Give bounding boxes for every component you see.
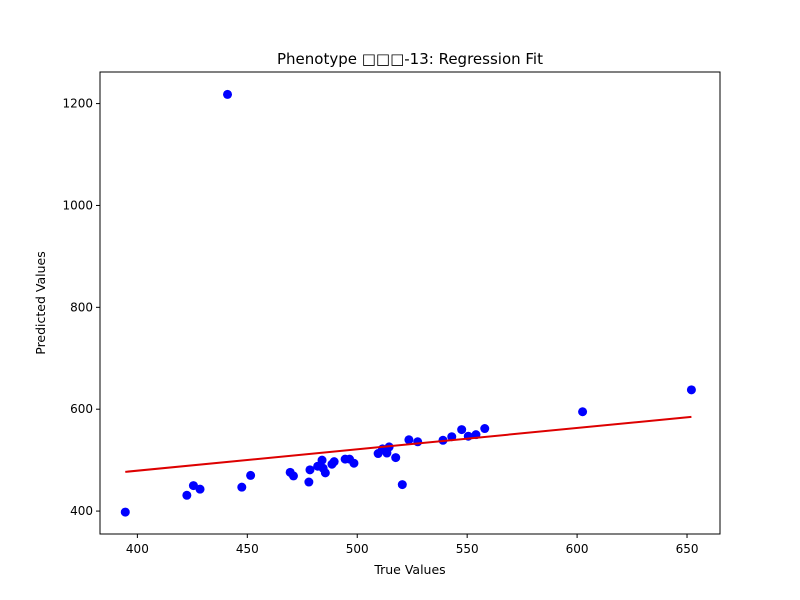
data-point bbox=[305, 465, 315, 475]
chart-title: Phenotype □□□-13: Regression Fit bbox=[277, 50, 543, 68]
data-point bbox=[457, 425, 467, 435]
data-point bbox=[391, 453, 401, 463]
x-tick-label: 650 bbox=[676, 542, 699, 556]
x-axis-ticks: 400 450 500 550 600 650 bbox=[126, 534, 699, 556]
y-axis-label: Predicted Values bbox=[33, 251, 48, 355]
x-tick-label: 550 bbox=[456, 542, 479, 556]
data-point bbox=[120, 507, 130, 517]
data-point bbox=[288, 471, 298, 481]
y-axis-ticks: 400 600 800 1000 1200 bbox=[62, 97, 100, 518]
x-tick-label: 500 bbox=[346, 542, 369, 556]
data-point bbox=[317, 455, 327, 465]
y-tick-label: 1000 bbox=[62, 198, 93, 212]
data-point bbox=[237, 482, 247, 492]
regression-fit-line bbox=[125, 415, 692, 473]
y-tick-label: 400 bbox=[70, 504, 93, 518]
y-tick-label: 800 bbox=[70, 300, 93, 314]
plot-area bbox=[120, 89, 696, 517]
x-axis-label: True Values bbox=[373, 562, 445, 577]
data-point bbox=[182, 490, 192, 500]
x-tick-label: 450 bbox=[236, 542, 259, 556]
x-tick-label: 400 bbox=[126, 542, 149, 556]
data-point bbox=[304, 477, 314, 487]
data-point bbox=[223, 89, 233, 99]
data-point bbox=[578, 407, 588, 417]
x-tick-label: 600 bbox=[566, 542, 589, 556]
y-tick-label: 1200 bbox=[62, 97, 93, 111]
data-point bbox=[349, 458, 359, 468]
data-point bbox=[413, 437, 423, 447]
data-point bbox=[480, 424, 490, 434]
y-tick-label: 600 bbox=[70, 402, 93, 416]
data-point bbox=[195, 484, 205, 494]
data-point bbox=[246, 470, 256, 480]
data-point bbox=[188, 481, 198, 491]
data-point bbox=[686, 385, 696, 395]
data-point bbox=[404, 435, 414, 445]
data-point bbox=[329, 457, 339, 467]
data-point bbox=[320, 468, 330, 478]
data-point bbox=[397, 480, 407, 490]
axes-frame bbox=[99, 71, 721, 535]
